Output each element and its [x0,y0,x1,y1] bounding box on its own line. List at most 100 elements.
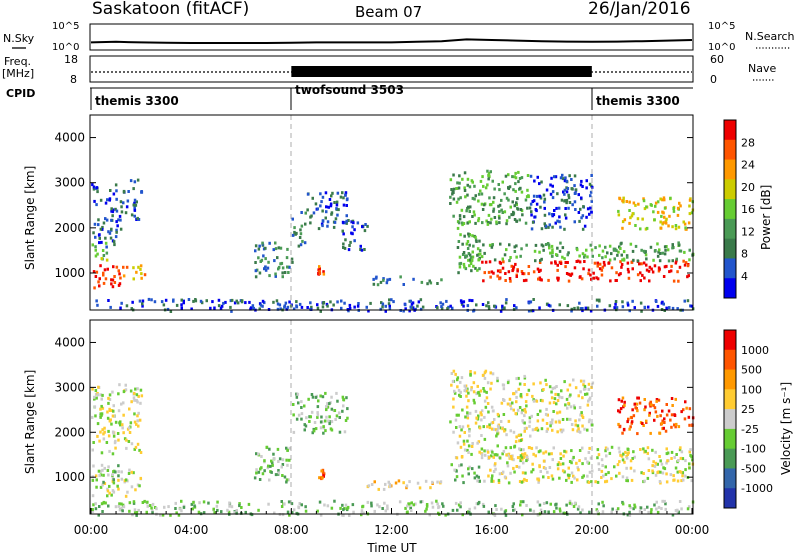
data-cell [483,449,486,453]
data-cell [552,446,555,450]
data-cell [440,305,443,309]
data-cell [106,494,109,498]
data-cell [388,484,392,488]
data-cell [362,511,365,515]
colorbar-tick-label: -500 [741,462,766,475]
data-cell [112,481,116,485]
data-cell [304,509,308,513]
data-cell [535,446,538,450]
data-cell [122,413,125,417]
data-cell [531,428,535,432]
data-cell [240,300,244,304]
data-cell [591,469,594,473]
data-cell [373,480,376,484]
data-cell [117,478,120,482]
data-cell [116,432,120,435]
data-cell [615,306,619,310]
data-cell [663,252,667,256]
data-cell [574,423,577,427]
data-cell [491,450,494,454]
data-cell [577,505,581,509]
data-cell [336,213,339,217]
data-cell [526,206,529,210]
data-cell [496,444,499,448]
data-cell [233,301,237,305]
data-cell [551,458,554,462]
data-cell [579,275,582,279]
data-cell [335,207,338,211]
data-cell [640,262,643,266]
data-cell [490,270,494,274]
data-cell [551,190,555,194]
data-cell [573,200,577,204]
data-cell [238,502,241,506]
data-cell [508,185,512,189]
data-cell [122,201,125,205]
data-cell [460,463,463,467]
data-cell [639,301,643,305]
data-cell [307,397,310,401]
data-cell [536,477,539,481]
data-cell [133,508,137,512]
data-cell [216,500,219,504]
data-cell [548,466,552,469]
data-cell [458,181,461,185]
data-cell [104,277,108,281]
data-cell [285,480,288,484]
data-cell [437,506,440,510]
data-cell [462,215,466,219]
data-cell [588,397,591,401]
data-cell [542,388,545,391]
data-cell [592,271,595,275]
data-cell [530,470,533,474]
data-cell [545,429,549,433]
data-cell [431,480,434,484]
data-cell [485,390,488,394]
data-cell [405,484,409,488]
data-cell [658,259,662,263]
data-cell [643,508,646,511]
data-cell [610,445,614,449]
data-cell [132,501,136,505]
data-cell [670,425,673,429]
data-cell [588,446,591,450]
data-cell [469,255,473,259]
data-cell [460,455,464,458]
data-cell [133,180,137,184]
data-cell [496,429,499,433]
data-cell [351,503,355,507]
data-cell [520,411,524,415]
data-cell [215,504,219,508]
data-cell [626,255,629,259]
data-cell [155,507,158,511]
data-cell [459,395,462,398]
data-cell [668,306,671,310]
data-cell [483,415,486,419]
data-cell [95,396,98,400]
data-cell [515,275,518,278]
data-cell [625,466,628,470]
data-cell [150,298,153,302]
data-cell [134,203,138,207]
data-cell [542,475,545,479]
data-cell [591,381,595,385]
xtick-label: 16:00 [474,523,509,537]
data-cell [490,479,493,483]
data-cell [110,422,113,426]
data-cell [651,448,654,452]
colorbar-tick-label: 12 [741,225,755,238]
noise-panel: N.Sky 10^5 10^0 10^5 10^0 N.Search [3,21,795,53]
data-cell [577,394,580,398]
data-cell [466,424,470,428]
data-cell [138,448,141,452]
colorbar-tick-label: -25 [741,423,759,436]
data-cell [652,404,655,408]
data-cell [103,430,106,434]
data-cell [468,243,471,247]
data-cell [105,218,109,222]
data-cell [95,478,98,482]
data-cell [636,259,640,263]
data-cell [325,210,328,214]
data-cell [367,309,370,313]
data-cell [120,210,124,214]
